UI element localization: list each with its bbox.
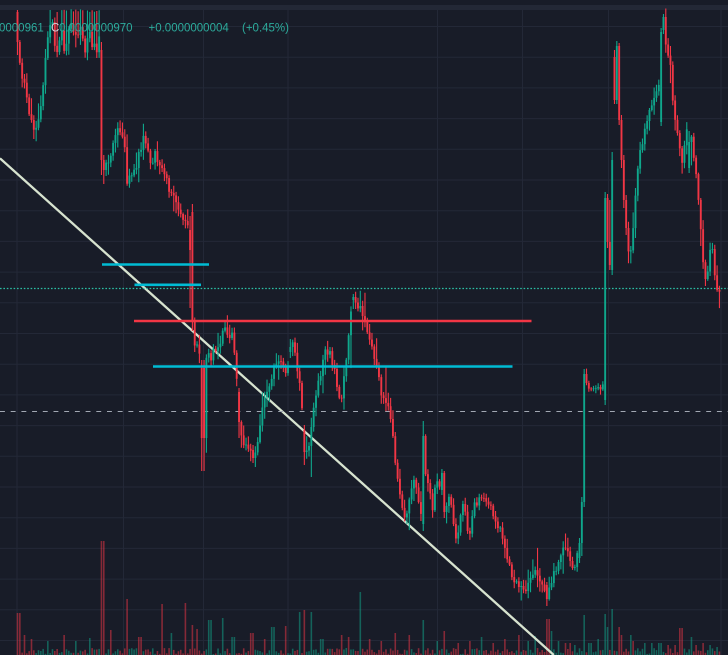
svg-text:0.0000000970: 0.0000000970: [59, 23, 133, 35]
svg-text:(+0.45%): (+0.45%): [242, 23, 289, 35]
svg-text:C: C: [51, 23, 59, 35]
svg-text:+0.0000000004: +0.0000000004: [149, 23, 230, 35]
svg-text:0000961: 0000961: [0, 23, 44, 35]
